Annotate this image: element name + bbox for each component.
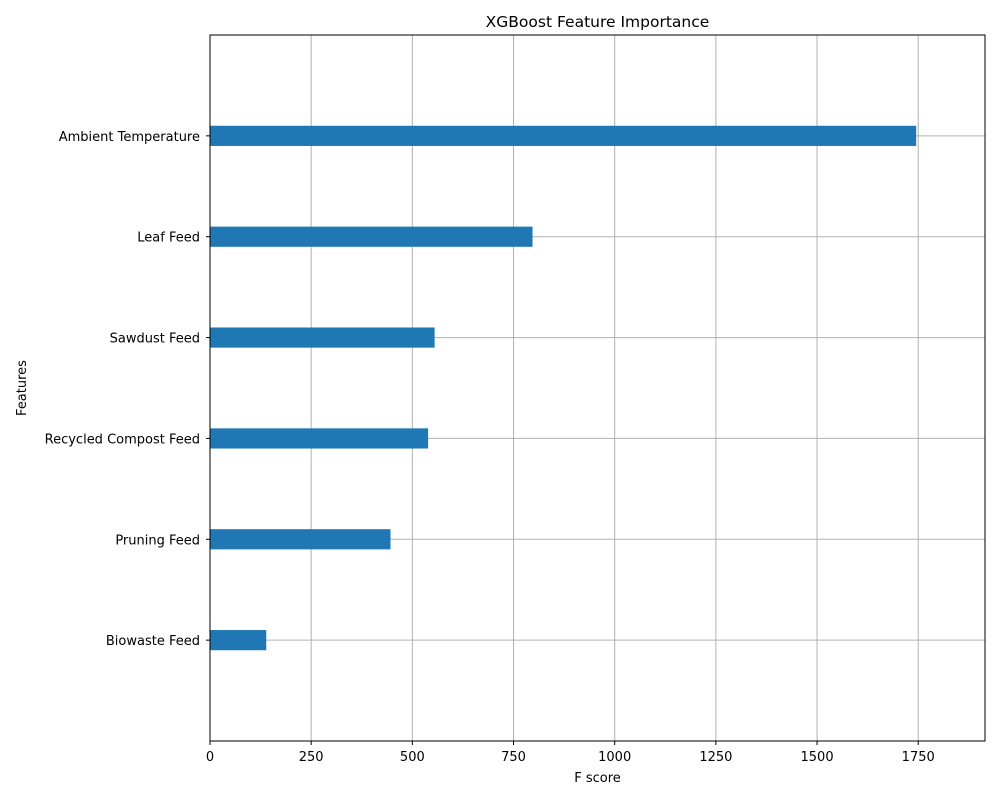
- plot-frame: [209, 34, 986, 742]
- x-axis-title: F score: [574, 771, 621, 786]
- bar: [210, 529, 391, 550]
- y-tick-label: Ambient Temperature: [59, 130, 200, 145]
- x-tick-label: 250: [299, 750, 324, 765]
- x-tick-label: 1750: [902, 750, 935, 765]
- y-tick-label: Leaf Feed: [137, 231, 200, 246]
- y-tick-label: Biowaste Feed: [106, 634, 200, 649]
- chart-title: XGBoost Feature Importance: [486, 13, 710, 31]
- y-tick-label: Pruning Feed: [115, 533, 200, 548]
- bar: [210, 327, 435, 348]
- x-tick-label: 1000: [598, 750, 631, 765]
- x-axis-ticks: 0 250 500 750 1000 1250 1500 1750: [206, 741, 935, 765]
- bar: [210, 125, 917, 146]
- bar: [210, 428, 429, 449]
- bars: [210, 125, 917, 651]
- y-axis-ticks: Biowaste Feed Pruning Feed Recycled Compos…: [45, 130, 210, 649]
- y-tick-label: Recycled Compost Feed: [45, 432, 200, 447]
- y-axis-title: Features: [15, 360, 30, 416]
- x-tick-label: 1500: [801, 750, 834, 765]
- x-tick-label: 750: [501, 750, 526, 765]
- x-tick-label: 1250: [699, 750, 732, 765]
- x-tick-label: 0: [206, 750, 214, 765]
- bar: [210, 226, 533, 247]
- bar: [210, 630, 267, 651]
- y-tick-label: Sawdust Feed: [110, 332, 200, 347]
- x-tick-label: 500: [400, 750, 425, 765]
